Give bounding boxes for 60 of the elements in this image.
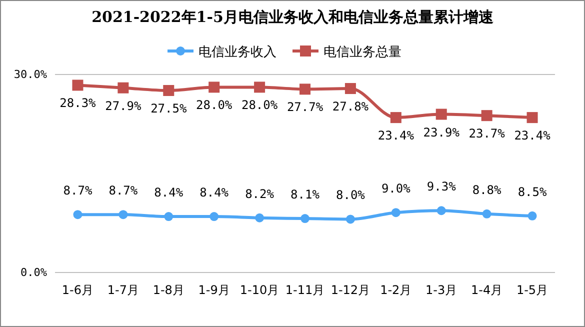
point (391, 208, 400, 218)
chart-title: 2021-2022年1-5月电信业务收入和电信业务总量累计增速 (92, 8, 494, 26)
data-label: 8.4% (154, 186, 184, 200)
data-label: 27.8% (332, 100, 370, 114)
x-tick-label: 1-9月 (198, 283, 230, 297)
point (73, 210, 82, 220)
legend-label: 电信业务总量 (324, 45, 402, 60)
data-label: 8.5% (518, 184, 548, 199)
point (436, 206, 446, 216)
data-label: 28.3% (60, 96, 97, 110)
data-label: 8.4% (200, 186, 230, 200)
point (255, 213, 264, 222)
legend-label: 电信业务收入 (198, 45, 276, 60)
x-tick-label: 1-5月 (516, 283, 548, 297)
data-label: 28.0% (241, 98, 278, 112)
data-label: 8.7% (63, 184, 93, 198)
point (208, 82, 220, 93)
point (164, 212, 174, 222)
point (163, 85, 174, 96)
point (72, 80, 84, 91)
point (482, 209, 492, 218)
data-label: 23.7% (468, 126, 506, 141)
point (390, 112, 402, 124)
x-tick-label: 1-8月 (152, 283, 184, 297)
data-label: 27.9% (105, 98, 142, 113)
x-tick-label: 1-4月 (471, 283, 503, 297)
point (254, 82, 266, 93)
data-label: 8.8% (472, 182, 502, 197)
data-label: 8.0% (336, 188, 366, 202)
data-label: 9.3% (426, 180, 457, 194)
point (344, 83, 356, 94)
point (481, 110, 492, 122)
data-label: 8.2% (245, 186, 275, 201)
point (528, 211, 537, 220)
x-tick-label: 1-12月 (330, 283, 370, 297)
point (346, 214, 355, 224)
data-label: 27.5% (150, 102, 188, 116)
point (300, 84, 310, 95)
data-label: 28.0% (196, 98, 233, 112)
data-label: 23.9% (423, 125, 460, 140)
point (436, 108, 447, 120)
y-tick-label: 30.0% (14, 68, 48, 81)
x-tick-label: 1-7月 (107, 283, 139, 297)
data-label: 23.4% (514, 128, 552, 143)
x-tick-label: 1-11月 (285, 283, 325, 297)
data-label: 8.1% (290, 188, 320, 202)
point (118, 210, 128, 220)
data-label: 9.0% (381, 182, 412, 196)
x-tick-label: 1-10月 (240, 283, 280, 297)
x-tick-label: 1-3月 (426, 283, 458, 297)
x-tick-label: 1-6月 (62, 283, 94, 297)
point (118, 82, 129, 94)
data-label: 8.7% (108, 184, 138, 198)
y-tick-label: 0.0% (20, 266, 48, 279)
data-label: 27.7% (286, 100, 324, 114)
point (526, 112, 538, 124)
point (210, 212, 219, 222)
point (300, 214, 310, 224)
data-label: 23.4% (378, 128, 415, 143)
x-tick-label: 1-2月 (380, 283, 412, 297)
